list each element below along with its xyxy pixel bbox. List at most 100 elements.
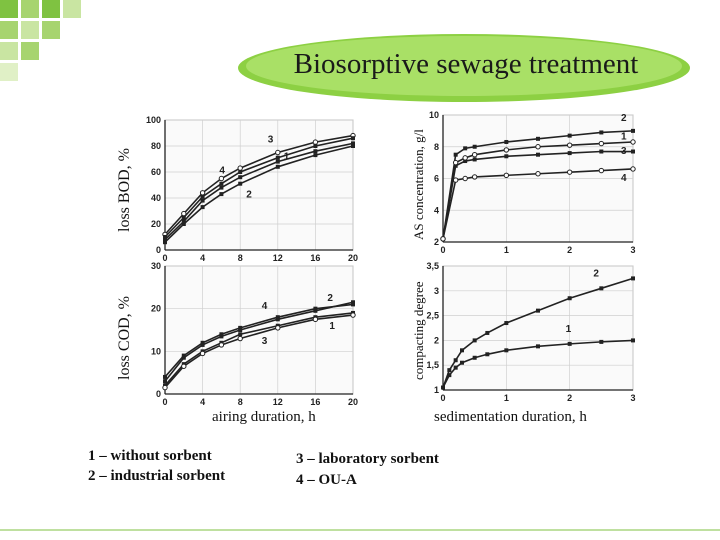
data-point [181,363,187,369]
data-point [200,198,205,203]
data-point [312,316,319,323]
data-point [485,352,490,357]
series-line [164,301,354,382]
data-point [535,171,541,177]
series-bod-2 [163,144,355,245]
data-point [471,151,478,158]
data-point [472,338,477,343]
data-point [567,296,572,301]
y-tick-label: 20 [151,304,161,314]
x-tick-label: 8 [238,253,243,263]
y-tick-label: 4 [434,205,439,215]
airing-xlabel: airing duration, h [212,409,316,425]
data-point [200,342,205,347]
y-tick-label: 20 [151,219,161,229]
x-tick-label: 4 [200,253,205,263]
x-tick-label: 0 [162,397,167,407]
data-point [351,136,355,141]
data-point [631,128,635,133]
data-point [463,159,468,164]
data-point [452,159,459,166]
data-point [181,353,186,358]
data-point [238,181,243,186]
data-point [599,149,604,154]
data-point [630,166,636,172]
curve-label: 1 [284,152,290,163]
data-point [219,332,224,337]
data-point [181,219,186,224]
data-point [163,374,167,379]
y-tick-label: 2 [434,237,439,247]
data-point [163,237,167,242]
data-point [351,300,355,305]
data-point [199,190,206,196]
y-tick-label: 30 [151,261,161,271]
data-point [218,175,225,182]
data-point [536,344,540,349]
data-point [440,236,446,242]
x-tick-label: 20 [348,253,358,263]
data-point [163,240,167,245]
curve-label: 3 [268,135,274,146]
series-line [164,137,354,238]
curve-label: 3 [621,146,627,157]
y-tick-label: 80 [151,141,161,151]
y-tick-label: 6 [434,174,439,184]
series-cod-4 [163,302,355,379]
series-as-4 [440,166,636,242]
data-point [453,152,458,157]
data-point [313,153,318,158]
data-point [598,167,605,174]
data-point [275,325,281,331]
data-point [200,194,205,199]
x-tick-label: 1 [504,393,509,403]
data-point [238,332,243,337]
x-tick-label: 0 [440,393,445,403]
data-point [163,235,167,239]
data-point [218,342,225,348]
curve-label: 4 [262,301,268,312]
data-point [200,340,205,345]
series-cod-3 [162,312,356,391]
data-point [275,315,280,320]
as-ylabel: AS concentration, g/l [411,129,426,240]
data-point [351,302,355,307]
data-point [163,379,167,384]
y-tick-label: 2,5 [426,311,439,321]
series-bod-4 [163,136,355,239]
series-as-3 [440,139,636,242]
sedimentation-xlabel: sedimentation duration, h [434,409,587,425]
data-point [447,368,452,373]
data-point [630,139,636,145]
data-point [453,358,458,363]
data-point [504,139,509,144]
y-tick-label: 10 [151,346,161,356]
data-point [453,365,458,370]
y-tick-label: 3 [434,286,439,296]
x-tick-label: 3 [630,245,635,255]
legend-item-2: 2 – industrial sorbent [88,468,226,484]
curve-label: 1 [329,321,335,332]
curve-label: 1 [566,324,572,335]
y-tick-label: 1 [434,385,439,395]
data-point [535,144,541,150]
curve-label: 1 [621,132,627,143]
x-tick-label: 4 [200,397,205,407]
data-point [351,144,355,148]
data-point [503,172,510,179]
chart-panel-comp: 0 1 2 311,522,533,512 [426,261,635,403]
data-point [181,355,186,360]
curve-label: 2 [246,190,252,201]
x-tick-label: 0 [162,253,167,263]
legend-item-4: 4 – OU-A [296,472,357,488]
data-point [462,175,468,182]
data-point [631,149,635,154]
data-point [441,385,445,390]
data-point [452,177,459,183]
y-tick-label: 100 [146,115,161,125]
data-point [181,222,186,226]
